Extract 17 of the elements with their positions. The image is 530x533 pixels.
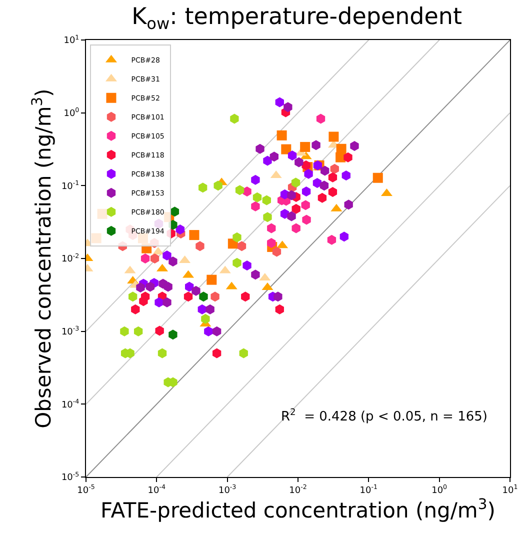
y-tick-label: 10$^{-3}$ bbox=[61, 326, 80, 338]
x-tick-label: 10$^{1}$ bbox=[502, 484, 518, 496]
x-tick-label: 10$^{0}$ bbox=[432, 484, 448, 496]
x-tick-label: 10$^{-4}$ bbox=[148, 484, 166, 496]
x-tick-label: 10$^{-3}$ bbox=[218, 484, 236, 496]
y-tick-label: 10$^{-2}$ bbox=[61, 252, 80, 265]
x-tick-label: 10$^{-2}$ bbox=[289, 484, 307, 496]
y-tick-label: 10$^{0}$ bbox=[64, 107, 80, 119]
chart-title: K$_{ow}$: temperature-dependent bbox=[132, 4, 462, 33]
y-tick-label: 10$^{-1}$ bbox=[61, 180, 80, 192]
y-tick-label: 10$^{-4}$ bbox=[61, 398, 80, 410]
x-tick-label: 10$^{-5}$ bbox=[77, 484, 95, 496]
x-tick-label: 10$^{-1}$ bbox=[360, 484, 378, 496]
y-tick-label: 10$^{-5}$ bbox=[61, 471, 80, 484]
y-tick-label: 10$^{1}$ bbox=[64, 34, 80, 46]
annotation: R$^{2}$ = 0.428 (p < 0.05, n = 165) bbox=[281, 408, 488, 424]
x-axis-title: FATE-predicted concentration (ng/m$^{3}$) bbox=[100, 496, 496, 523]
